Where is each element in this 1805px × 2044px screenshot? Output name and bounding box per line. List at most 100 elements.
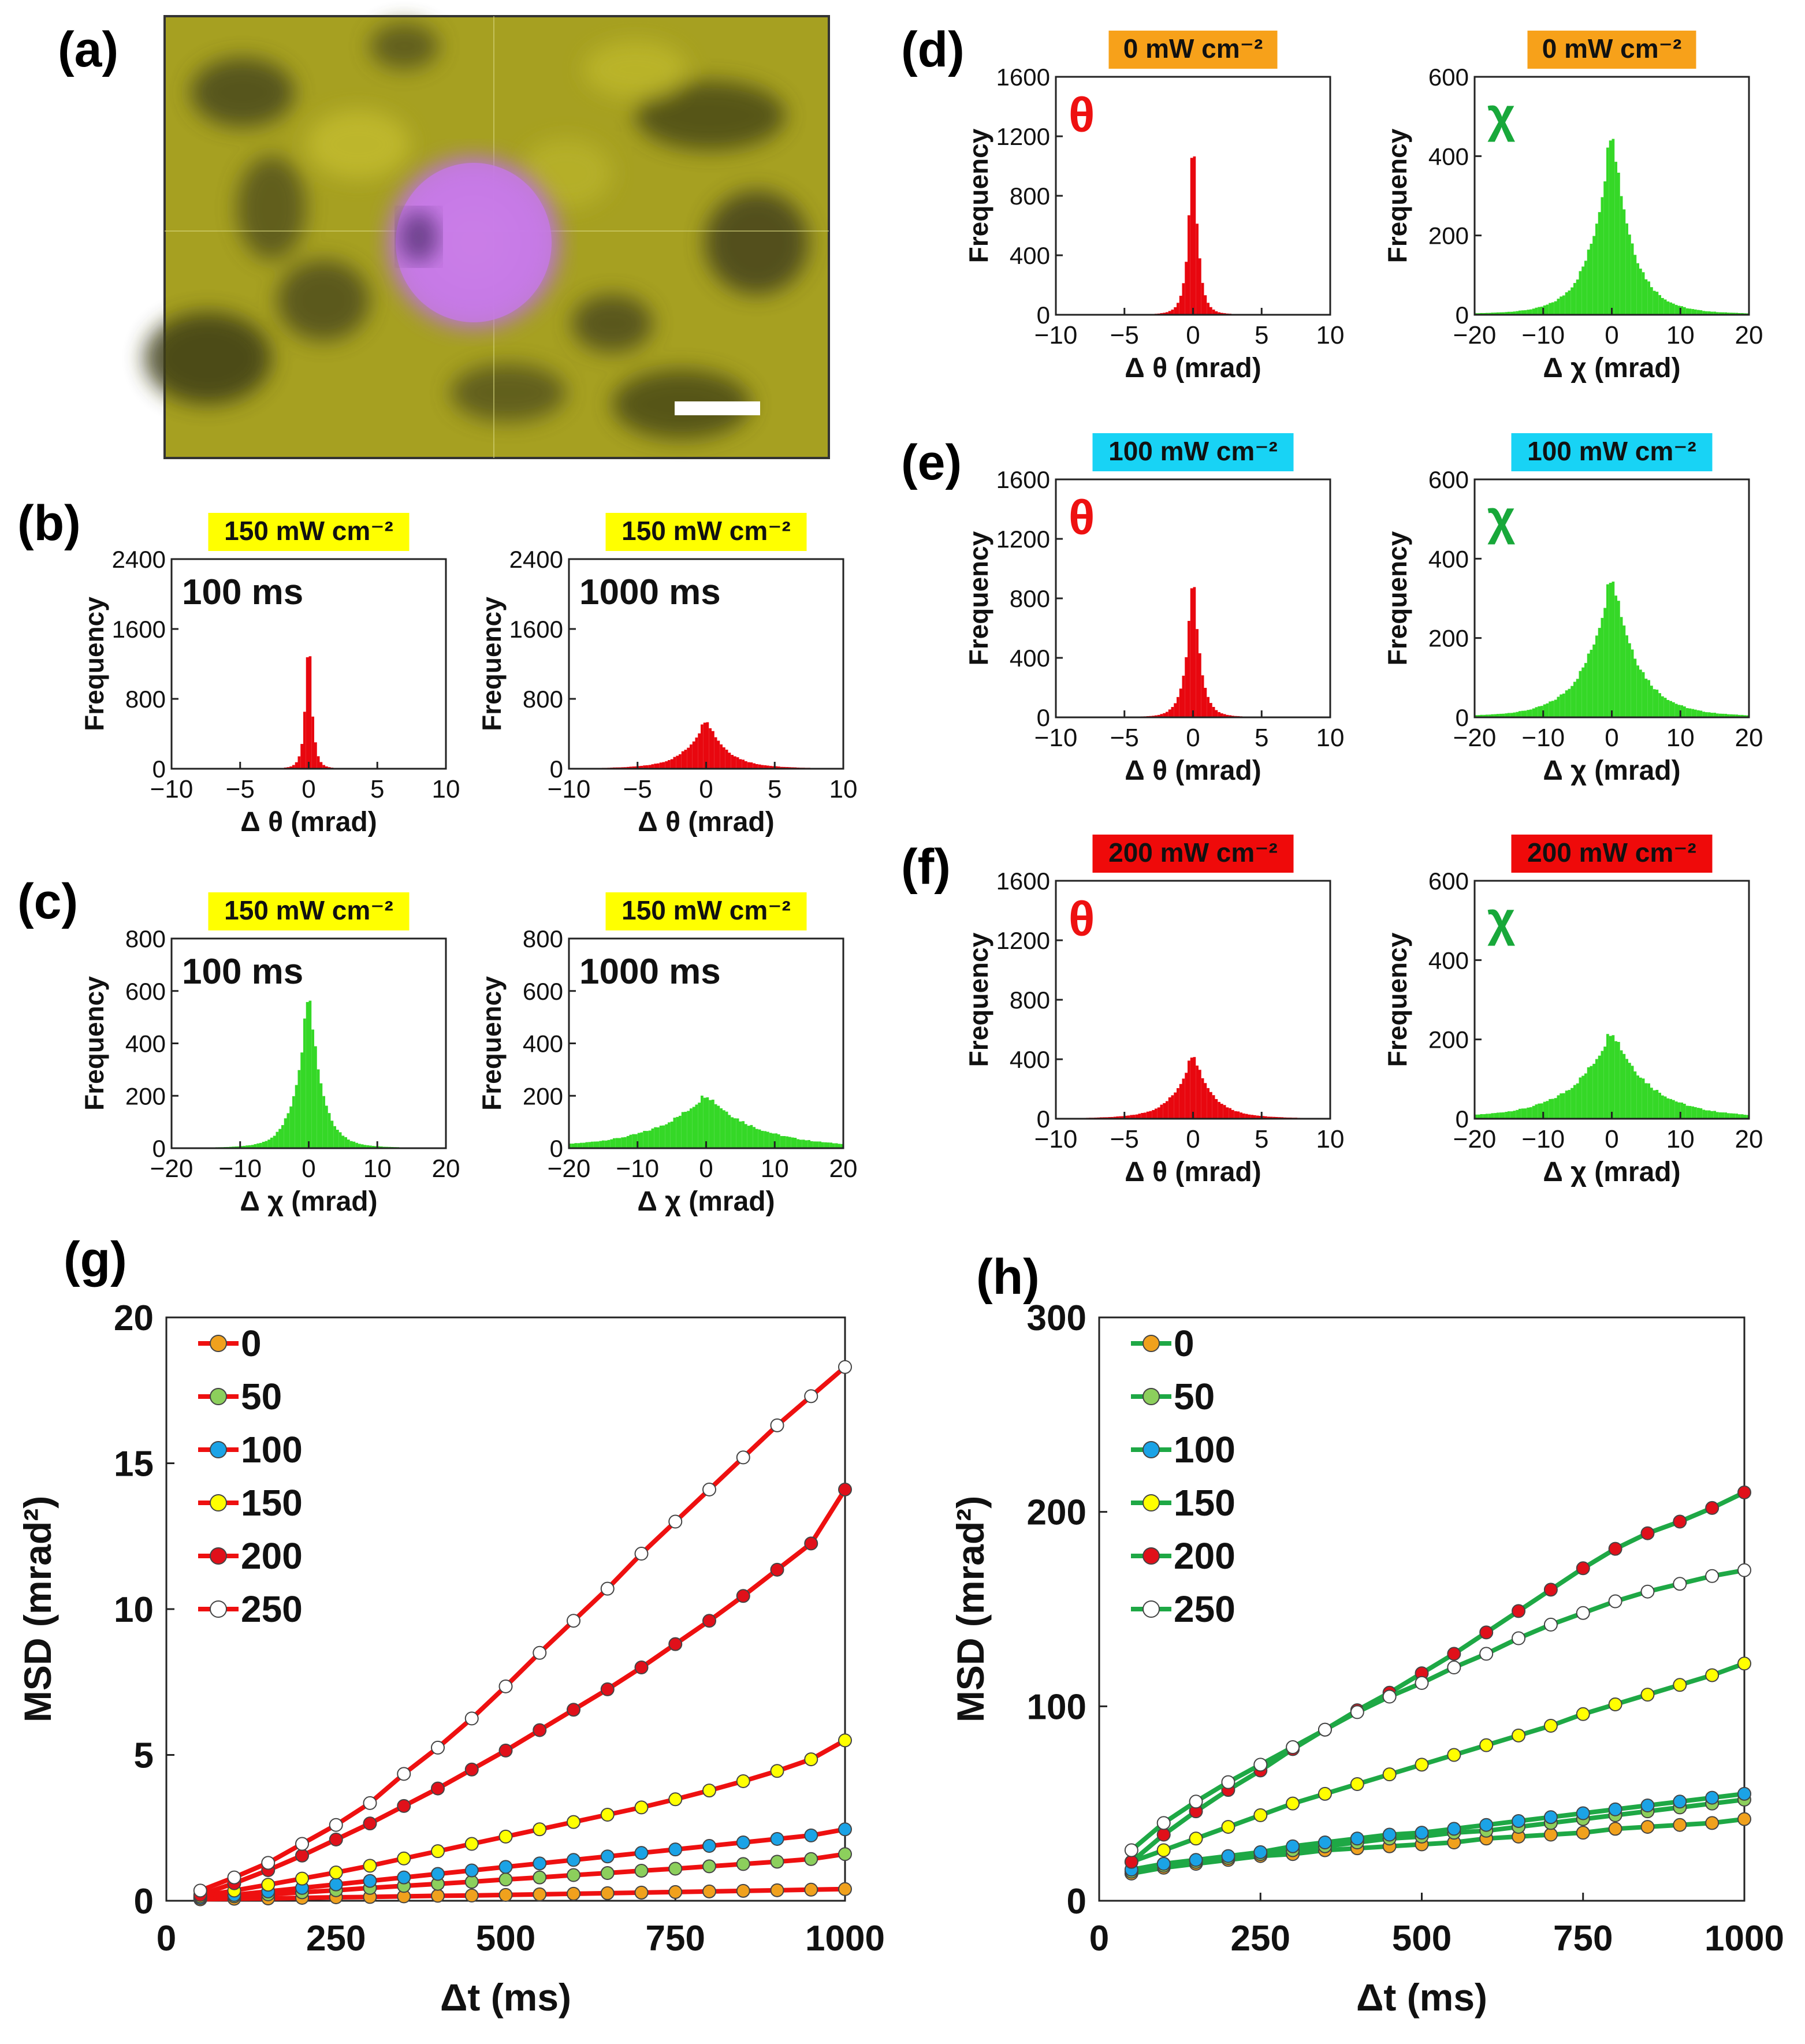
histogram-bar xyxy=(1554,699,1557,717)
histogram-bar xyxy=(615,1138,619,1148)
histogram-bar xyxy=(308,656,312,769)
data-point xyxy=(736,1883,750,1898)
histogram-bar xyxy=(1688,308,1692,315)
data-point xyxy=(1673,1678,1687,1692)
histogram-bar xyxy=(1174,307,1177,315)
histogram-bar xyxy=(662,1125,665,1148)
histogram-bar xyxy=(1540,306,1543,315)
histogram-bar xyxy=(1674,304,1678,315)
histogram-bar xyxy=(1527,1107,1529,1119)
histogram-bar xyxy=(1218,1101,1220,1119)
histogram-bar xyxy=(235,1146,237,1148)
histogram-bar xyxy=(1166,312,1168,315)
histogram-bar xyxy=(1705,1110,1708,1119)
data-point xyxy=(431,1844,445,1859)
y-tick-label: 800 xyxy=(125,925,166,952)
y-tick-label: 0 xyxy=(1456,704,1469,731)
x-tick-label: 0 xyxy=(1186,724,1200,752)
histogram-bar xyxy=(325,766,328,769)
x-tick-label: 0 xyxy=(157,1919,176,1959)
histogram-bar xyxy=(1565,292,1568,315)
histogram-bar xyxy=(706,722,709,769)
histogram-bar xyxy=(1696,310,1700,315)
y-tick-label: 0 xyxy=(1456,301,1469,329)
histogram-bar xyxy=(256,1143,259,1148)
histogram-bar xyxy=(794,1137,797,1148)
histogram-bar xyxy=(758,764,761,769)
data-point xyxy=(702,1614,716,1628)
histogram-bar xyxy=(1540,706,1543,717)
histogram-bar xyxy=(1527,710,1529,717)
data-point xyxy=(1124,1843,1138,1857)
data-point xyxy=(1737,1786,1751,1801)
microscope-image xyxy=(144,15,830,459)
histogram-bar xyxy=(1554,301,1557,315)
x-tick-label: −10 xyxy=(548,775,591,803)
histogram-bar xyxy=(1177,303,1179,315)
histogram-bar xyxy=(1177,697,1179,717)
data-point xyxy=(1640,1799,1655,1813)
y-tick-label: 0 xyxy=(1037,704,1050,731)
histogram-bar xyxy=(1718,1112,1722,1119)
histogram-bar xyxy=(1622,1053,1626,1119)
histogram-bar xyxy=(1581,266,1584,315)
histogram-bar xyxy=(646,765,649,769)
histogram-bar xyxy=(1220,713,1223,717)
legend-label: 0 xyxy=(1174,1323,1194,1364)
data-point xyxy=(363,1796,377,1810)
x-tick-label: 20 xyxy=(1735,1125,1763,1153)
histogram-bar xyxy=(1696,710,1700,717)
histogram-bar xyxy=(322,1096,325,1148)
histogram-bar xyxy=(1612,1035,1615,1119)
histogram-bar xyxy=(1483,312,1486,315)
data-point xyxy=(1576,1826,1590,1840)
histogram-bar xyxy=(1568,1090,1571,1119)
histogram-bar xyxy=(687,1111,690,1148)
data-point xyxy=(736,1589,750,1603)
histogram-bar xyxy=(1505,1112,1508,1119)
x-tick-label: 10 xyxy=(363,1155,392,1183)
histogram-bar xyxy=(1639,269,1642,315)
data-point xyxy=(804,1536,818,1551)
histogram-bar xyxy=(659,762,663,769)
histogram-bar xyxy=(673,1118,676,1148)
histogram-bar xyxy=(262,1141,265,1148)
histogram-bar xyxy=(1212,1095,1215,1119)
histogram-bar xyxy=(1688,1105,1692,1119)
histogram-bar xyxy=(687,747,690,769)
histogram-bar xyxy=(243,1145,246,1148)
histogram-bar xyxy=(786,1136,788,1148)
panel-label-a: (a) xyxy=(58,22,118,77)
histogram-bar xyxy=(1705,311,1708,315)
histogram-bar xyxy=(273,1135,276,1148)
histogram-bar xyxy=(1699,710,1703,717)
data-point xyxy=(431,1740,445,1755)
data-point xyxy=(634,1863,649,1878)
data-point xyxy=(295,1848,309,1863)
histogram-bar xyxy=(1696,1108,1700,1119)
histogram-bar xyxy=(1584,1073,1587,1119)
histogram-bar xyxy=(1743,1115,1747,1119)
data-point xyxy=(668,1885,683,1899)
data-point xyxy=(668,1861,683,1876)
histogram-bar xyxy=(1587,653,1590,717)
histogram-bar xyxy=(1215,710,1218,717)
histogram-bar xyxy=(709,728,712,769)
histogram-bar xyxy=(734,756,736,769)
histogram-bar xyxy=(747,1126,750,1148)
data-point xyxy=(1640,1584,1655,1599)
x-axis-label: Δ χ (mrad) xyxy=(1543,353,1680,384)
x-tick-label: 10 xyxy=(1666,724,1695,752)
histogram-bar xyxy=(1133,1115,1136,1119)
histogram-bar xyxy=(602,1140,605,1148)
histogram-bar xyxy=(728,753,731,769)
histogram-bar xyxy=(1647,281,1650,315)
data-point xyxy=(1543,1617,1558,1632)
histogram-bar xyxy=(1185,657,1188,717)
histogram-bar xyxy=(347,1139,350,1148)
histogram-bar xyxy=(635,766,638,769)
histogram-bar xyxy=(1746,715,1749,717)
histogram-bar xyxy=(333,1126,336,1148)
y-tick-label: 20 xyxy=(114,1298,154,1338)
data-point xyxy=(1124,1855,1138,1869)
